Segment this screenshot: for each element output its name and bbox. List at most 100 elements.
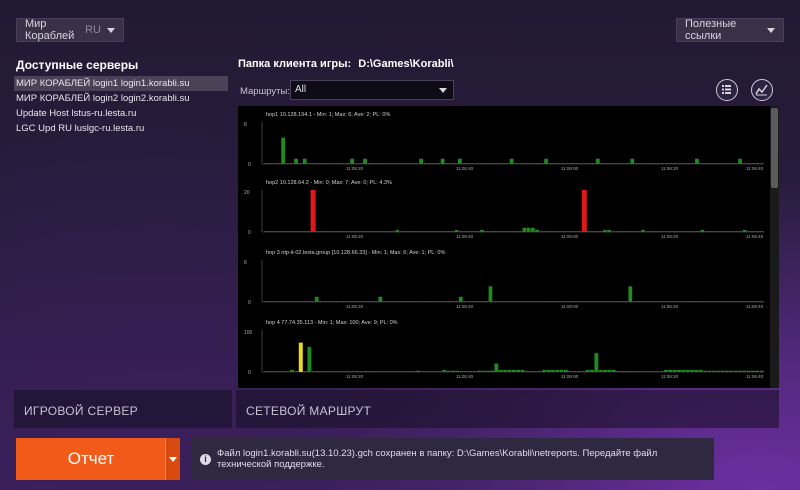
data-bar (590, 301, 595, 302)
routes-label: Маршруты: (240, 86, 290, 97)
data-bar (505, 163, 510, 164)
server-item[interactable]: МИР КОРАБЛЕЙ login1 login1.korabli.su (14, 76, 228, 91)
list-view-button[interactable] (716, 79, 738, 101)
data-bar (586, 231, 590, 232)
data-bar (327, 231, 332, 232)
data-bar (276, 301, 281, 302)
data-bar (594, 231, 599, 232)
charts-scrollbar[interactable] (770, 106, 779, 388)
chart-title: hop2 10.128.64.2 - Min: 0; Max: 7; Ave: … (266, 180, 392, 186)
data-bar (607, 369, 612, 372)
data-bar (550, 369, 555, 372)
data-bar (381, 371, 386, 372)
data-bar (408, 231, 412, 232)
scrollbar-thumb[interactable] (771, 108, 778, 188)
server-item[interactable]: Update Host lstus-ru.lesta.ru (16, 108, 137, 119)
y-max-label: 20 (244, 190, 250, 196)
data-bar (539, 163, 544, 164)
data-bar (395, 301, 400, 302)
data-bar (716, 370, 721, 372)
data-bar (285, 163, 290, 164)
time-tick-label: 11:06:40 (746, 374, 764, 379)
data-bar (729, 370, 734, 372)
data-bar (669, 163, 673, 164)
chart-view-button[interactable] (751, 79, 773, 101)
game-server-panel (14, 390, 232, 428)
data-bar (294, 371, 299, 372)
data-bar (628, 231, 633, 232)
data-bar (730, 301, 734, 302)
data-bar (535, 301, 539, 302)
data-bar (485, 370, 490, 372)
server-item[interactable]: МИР КОРАБЛЕЙ login2 login2.korabli.su (16, 93, 190, 104)
data-bar (607, 301, 611, 302)
data-bar (268, 371, 273, 372)
data-bar (602, 301, 607, 302)
data-bar (544, 158, 548, 164)
data-bar (569, 231, 573, 232)
data-bar (420, 371, 425, 372)
data-bar (537, 371, 542, 372)
data-bar (307, 163, 311, 164)
data-bar (429, 371, 434, 372)
data-bar (552, 231, 556, 232)
client-folder-path: D:\Games\Korabli\ (358, 58, 454, 70)
data-bar (345, 163, 350, 164)
data-bar (616, 371, 621, 372)
data-bar (331, 231, 336, 232)
data-bar (374, 231, 378, 232)
data-bar (484, 301, 489, 302)
data-bar (755, 301, 760, 302)
data-bar (264, 231, 268, 232)
data-bar (420, 231, 425, 232)
data-bar (371, 163, 376, 164)
data-bar (619, 301, 624, 302)
data-bar (450, 370, 455, 372)
data-bar (524, 371, 529, 372)
routes-select-value: All (295, 84, 307, 95)
data-bar (385, 371, 390, 372)
data-bar (293, 301, 298, 302)
data-bar (660, 163, 665, 164)
data-bar (311, 163, 316, 164)
data-bar (492, 163, 497, 164)
data-bar (272, 231, 277, 232)
data-bar (411, 371, 416, 372)
data-bar (336, 231, 340, 232)
data-bar (759, 231, 764, 232)
data-bar (406, 163, 411, 164)
data-bar (585, 369, 590, 372)
report-dropdown-toggle[interactable] (165, 438, 180, 480)
data-bar (361, 301, 366, 302)
data-bar (666, 301, 671, 302)
data-bar (346, 371, 351, 372)
data-bar (319, 231, 323, 232)
latency-warning-bar (298, 342, 303, 372)
useful-links-label: Полезные ссылки (685, 18, 737, 42)
data-bar (390, 371, 394, 372)
data-bar (367, 163, 372, 164)
game-server-label: ИГРОВОЙ СЕРВЕР (24, 404, 138, 418)
server-item[interactable]: LGC Upd RU luslgc-ru.lesta.ru (16, 123, 145, 134)
data-bar (467, 301, 472, 302)
useful-links-select[interactable]: Полезные ссылки (676, 18, 784, 42)
data-bar (462, 163, 467, 164)
data-bar (505, 301, 510, 302)
data-bar (483, 163, 488, 164)
data-bar (755, 370, 760, 372)
report-button[interactable]: Отчет (16, 438, 180, 480)
data-bar (730, 231, 734, 232)
net-route-label: СЕТЕВОЙ МАРШРУТ (246, 404, 372, 418)
data-bar (713, 231, 717, 232)
data-bar (724, 370, 729, 372)
data-bar (581, 301, 586, 302)
data-bar (344, 301, 349, 302)
data-bar (399, 301, 404, 302)
data-bar (759, 370, 764, 372)
data-bar (393, 163, 398, 164)
data-bar (683, 301, 688, 302)
chart-title: hop 4 77.74.35.113 - Min: 1; Max: 100; A… (266, 320, 398, 326)
server-select[interactable]: Мир Кораблей RU (16, 18, 124, 42)
routes-select[interactable]: All (290, 80, 454, 100)
charts-svg: hop1 10.128.194.1 - Min: 1; Max: 6; Ave:… (244, 112, 764, 379)
